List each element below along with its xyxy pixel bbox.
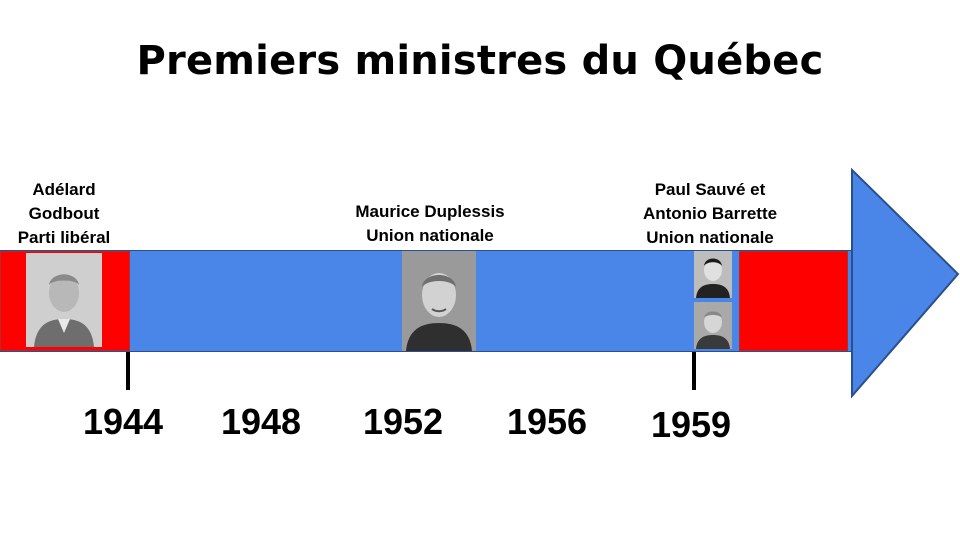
label-line: Maurice Duplessis [355, 202, 505, 221]
year-label: 1952 [362, 401, 444, 442]
label-line: Godbout [28, 204, 100, 223]
label-line: Antonio Barrette [642, 204, 778, 223]
year-label: 1944 [82, 401, 164, 442]
portrait-godbout [26, 253, 102, 347]
timeline-arrow-head [851, 167, 960, 399]
page-title: Premiers ministres du Québec [136, 38, 824, 84]
year-label: 1948 [220, 401, 302, 442]
label-line: Union nationale [646, 228, 774, 247]
label-line: Adélard [32, 180, 96, 199]
portrait-sauve [694, 251, 732, 298]
portrait-barrette [694, 302, 732, 349]
label-line: Parti libéral [17, 228, 111, 247]
year-label: 1956 [506, 401, 588, 442]
event-label-sauve-barrette: Paul Sauvé et Antonio Barrette Union nat… [620, 178, 800, 250]
label-line: Union nationale [366, 226, 494, 245]
year-label: 1959 [650, 404, 732, 445]
tick-1959 [692, 352, 696, 390]
event-label-duplessis: Maurice Duplessis Union nationale [330, 200, 530, 248]
portrait-duplessis [402, 251, 476, 351]
tick-1944 [126, 352, 130, 390]
liberal-period-end [739, 251, 848, 351]
event-label-godbout: Adélard Godbout Parti libéral [0, 178, 128, 250]
label-line: Paul Sauvé et [654, 180, 766, 199]
